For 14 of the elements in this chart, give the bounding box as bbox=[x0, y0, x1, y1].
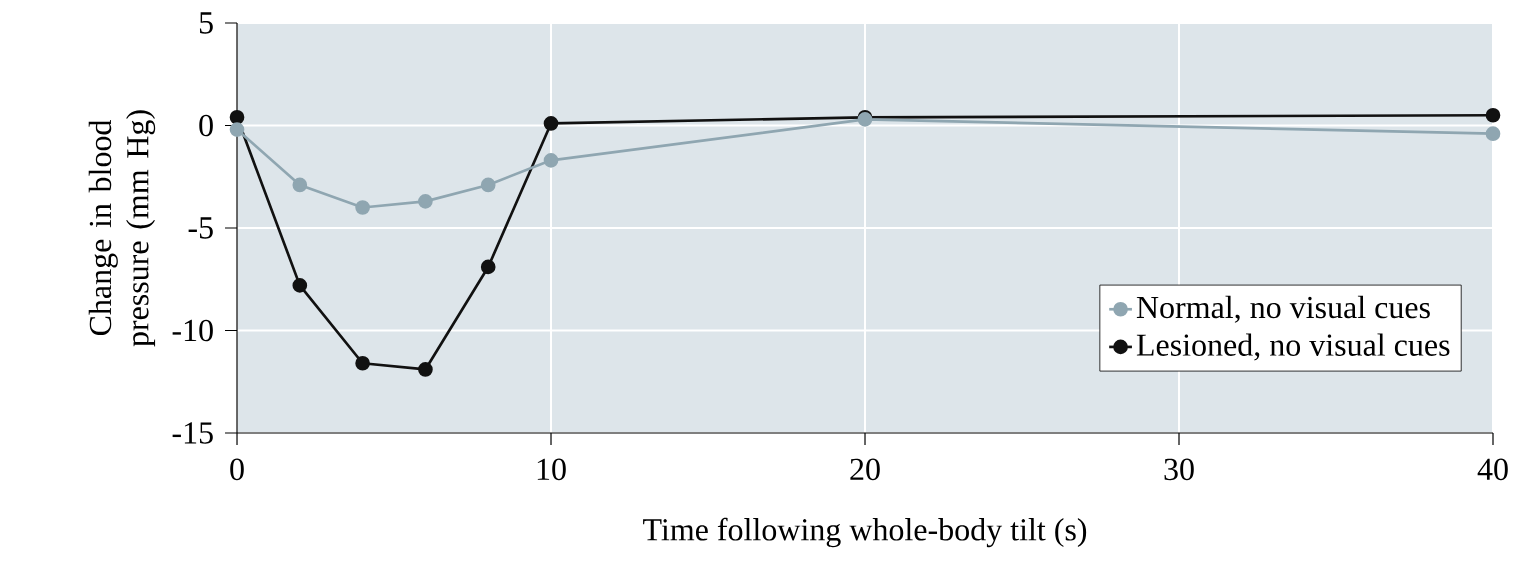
legend-label: Lesioned, no visual cues bbox=[1136, 333, 1450, 361]
x-tick-label: 10 bbox=[537, 458, 566, 481]
legend-label: Normal, no visual cues bbox=[1136, 295, 1430, 323]
x-tick-label: 30 bbox=[1164, 458, 1194, 481]
x-tick-label: 0 bbox=[230, 458, 244, 481]
y-tick-label: -5 bbox=[188, 217, 213, 239]
x-tick-label: 20 bbox=[850, 458, 880, 481]
y-tick-label: 5 bbox=[199, 12, 213, 34]
y-axis-title: Change in blood pressure (mm Hg) bbox=[88, 110, 156, 347]
y-tick-label: -15 bbox=[172, 422, 213, 444]
x-axis-title: Time following whole-body tilt (s) bbox=[643, 517, 1087, 548]
y-tick-label: -10 bbox=[172, 319, 213, 342]
y-tick-label: 0 bbox=[199, 114, 213, 137]
x-tick-label: 40 bbox=[1477, 458, 1508, 481]
